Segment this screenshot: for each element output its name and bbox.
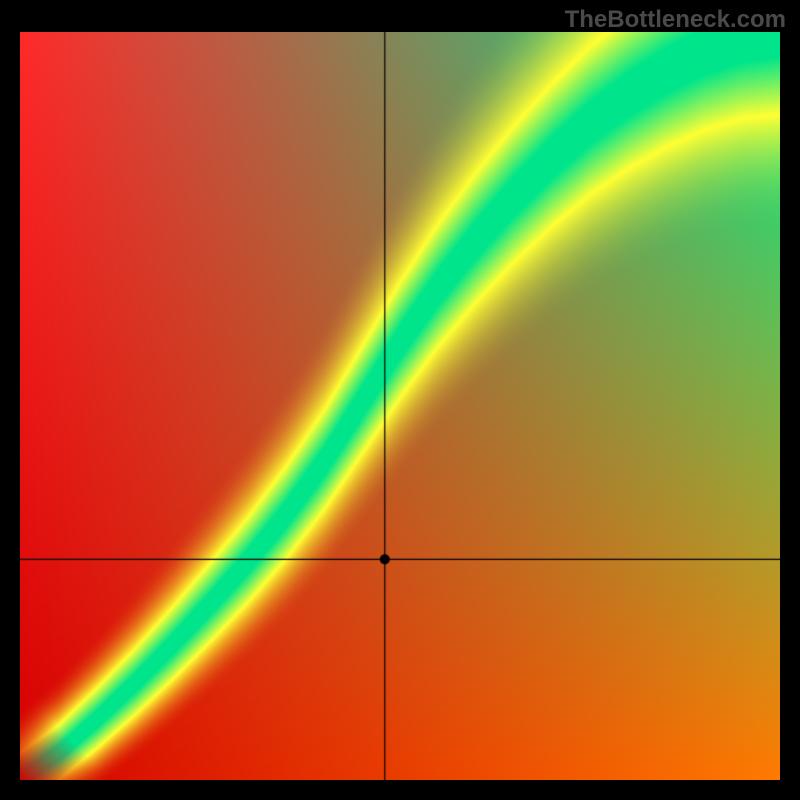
heatmap-canvas [20, 32, 780, 780]
plot-area [20, 32, 780, 780]
chart-container: TheBottleneck.com [0, 0, 800, 800]
watermark-label: TheBottleneck.com [565, 6, 786, 34]
